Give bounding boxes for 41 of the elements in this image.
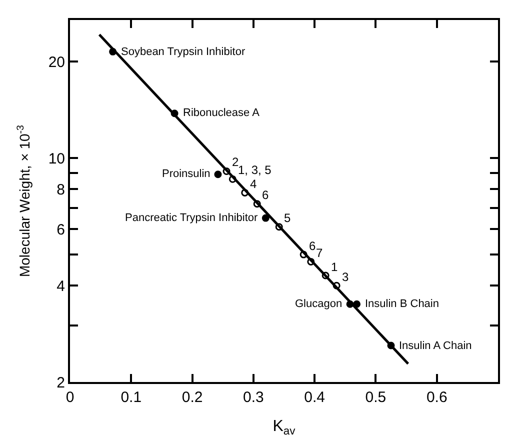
x-tick-label: 0 — [66, 389, 74, 406]
point — [214, 170, 222, 178]
annotation: Soybean Trypsin Inhibitor — [121, 46, 246, 58]
annotation: Insulin A Chain — [399, 340, 472, 352]
annotation: 7 — [316, 246, 323, 260]
annotation: 5 — [284, 211, 291, 225]
annotation: 2 — [232, 155, 239, 169]
x-tick-label: 0.6 — [426, 389, 448, 406]
x-tick-label: 0.5 — [365, 389, 386, 406]
point — [222, 168, 230, 176]
annotation: 6 — [262, 188, 269, 202]
y-tick-label: 2 — [56, 374, 65, 392]
point — [262, 214, 270, 222]
point — [253, 200, 261, 208]
annotation: 1 — [331, 260, 338, 274]
x-tick-label: 0.3 — [243, 389, 264, 406]
point — [241, 188, 249, 196]
annotation: 3 — [342, 270, 349, 284]
y-tick-label: 6 — [56, 221, 65, 238]
y-tick-label: 10 — [48, 150, 65, 168]
point — [332, 282, 340, 290]
annotation: 6 — [309, 239, 316, 253]
point — [307, 258, 315, 266]
annotation: 4 — [250, 177, 257, 191]
y-tick-label: 20 — [48, 54, 65, 71]
y-tick-label: 4 — [56, 278, 65, 295]
x-axis-title: K$_{av}$ — [272, 418, 296, 438]
annotation: Proinsulin — [162, 168, 210, 180]
annotation: Ribonuclease A — [183, 107, 260, 119]
point — [300, 250, 308, 258]
annotation: Pancreatic Trypsin Inhibitor — [125, 212, 258, 224]
x-tick-label: 0.1 — [120, 389, 142, 406]
y-tick-label: 8 — [56, 181, 65, 198]
annotation: 1, 3, 5 — [238, 163, 272, 177]
point — [228, 175, 236, 183]
x-tick-label: 0.2 — [182, 389, 203, 406]
point — [322, 272, 330, 280]
x-tick-label: 0.4 — [304, 389, 325, 406]
point — [275, 223, 283, 231]
annotation: Glucagon — [295, 298, 342, 310]
annotation: Insulin B Chain — [365, 298, 439, 310]
